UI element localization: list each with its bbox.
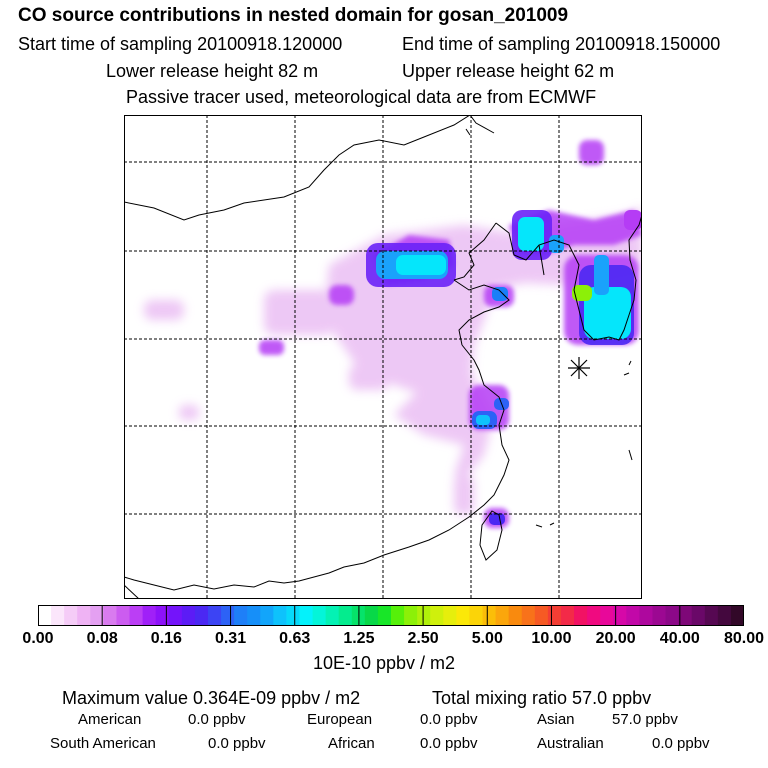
- colorbar-tick-label: 40.00: [659, 630, 700, 647]
- colorbar-tick-label: 1.25: [343, 630, 375, 647]
- colorbar-swatch: [273, 605, 287, 626]
- colorbar-swatch: [495, 605, 510, 626]
- colorbar: [38, 605, 744, 626]
- colorbar-swatch: [38, 605, 52, 626]
- colorbar-swatch: [207, 605, 222, 626]
- colorbar-swatch: [364, 605, 379, 626]
- colorbar-swatch: [652, 605, 667, 626]
- colorbar-swatch: [234, 605, 248, 626]
- colorbar-swatch: [391, 605, 405, 626]
- colorbar-swatch: [613, 605, 627, 626]
- colorbar-swatch: [325, 605, 340, 626]
- region-name-south-american: South American: [50, 735, 156, 752]
- colorbar-swatch: [469, 605, 484, 626]
- colorbar-swatch: [286, 605, 301, 626]
- map-frame: [124, 115, 642, 599]
- colorbar-swatch: [600, 605, 614, 626]
- region-name-european: European: [307, 711, 373, 728]
- colorbar-swatch: [260, 605, 274, 626]
- colorbar-swatch: [129, 605, 144, 626]
- contribution-high-cores: [366, 210, 642, 525]
- colorbar-swatch: [639, 605, 654, 626]
- colorbar-swatch: [482, 605, 497, 626]
- colorbar-swatch: [103, 605, 118, 626]
- colorbar-tick-label: 10.00: [531, 630, 572, 647]
- colorbar-swatch: [181, 605, 196, 626]
- colorbar-swatch: [547, 605, 562, 626]
- colorbar-swatch: [534, 605, 549, 626]
- coastlines: [124, 115, 642, 599]
- colorbar-swatch: [404, 605, 418, 626]
- source-contribution-map: [124, 115, 642, 599]
- colorbar-swatch: [443, 605, 457, 626]
- colorbar-swatch: [678, 605, 693, 626]
- colorbar-tick-label: 80.00: [723, 630, 765, 647]
- colorbar-swatch: [247, 605, 261, 626]
- region-value-asian: 57.0 ppbv: [612, 711, 678, 728]
- end-time-label: End time of sampling 20100918.150000: [402, 34, 721, 54]
- colorbar-swatch: [338, 605, 353, 626]
- colorbar-swatch: [377, 605, 392, 626]
- plot-title: CO source contributions in nested domain…: [18, 5, 569, 26]
- colorbar-tick-label: 0.08: [86, 630, 118, 647]
- colorbar-swatch: [574, 605, 588, 626]
- start-time-label: Start time of sampling 20100918.120000: [18, 34, 343, 54]
- colorbar-swatch: [51, 605, 65, 626]
- region-value-australian: 0.0 ppbv: [652, 735, 710, 752]
- colorbar-frame: [38, 605, 744, 626]
- colorbar-swatch: [430, 605, 444, 626]
- colorbar-swatch: [417, 605, 431, 626]
- maximum-value: Maximum value 0.364E-09 ppbv / m2: [62, 688, 361, 708]
- colorbar-swatch: [560, 605, 575, 626]
- colorbar-tick-label: 0.00: [22, 630, 54, 647]
- region-value-south-american: 0.0 ppbv: [208, 735, 266, 752]
- graticule-grid: [124, 115, 642, 599]
- upper-release-height: Upper release height 62 m: [402, 61, 615, 81]
- region-name-african: African: [328, 735, 375, 752]
- region-name-american: American: [78, 711, 142, 728]
- colorbar-swatch: [168, 605, 183, 626]
- colorbar-swatch: [299, 605, 314, 626]
- colorbar-swatch: [626, 605, 640, 626]
- tracer-note: Passive tracer used, meteorological data…: [126, 87, 597, 107]
- colorbar-units: 10E-10 ppbv / m2: [312, 653, 456, 673]
- colorbar-swatch: [116, 605, 131, 626]
- region-value-african: 0.0 ppbv: [420, 735, 478, 752]
- region-value-american: 0.0 ppbv: [188, 711, 246, 728]
- colorbar-swatch: [221, 605, 235, 626]
- colorbar-swatch: [142, 605, 157, 626]
- colorbar-swatch: [587, 605, 601, 626]
- colorbar-swatch: [704, 605, 719, 626]
- colorbar-swatch: [730, 605, 744, 626]
- colorbar-swatch: [90, 605, 104, 626]
- total-mixing-ratio: Total mixing ratio 57.0 ppbv: [432, 688, 652, 708]
- colorbar-swatch: [155, 605, 170, 626]
- colorbar-swatch: [64, 605, 78, 626]
- colorbar-swatch: [456, 605, 471, 626]
- colorbar-swatch: [691, 605, 706, 626]
- colorbar-swatch: [508, 605, 523, 626]
- lower-release-height: Lower release height 82 m: [106, 61, 319, 81]
- region-value-european: 0.0 ppbv: [420, 711, 478, 728]
- colorbar-tick-label: 5.00: [471, 630, 503, 647]
- region-name-asian: Asian: [537, 711, 575, 728]
- colorbar-tick-label: 0.16: [150, 630, 182, 647]
- colorbar-tick-label: 0.31: [214, 630, 247, 647]
- colorbar-tick-label: 20.00: [595, 630, 636, 647]
- colorbar-swatch: [717, 605, 732, 626]
- colorbar-tick-label: 2.50: [407, 630, 439, 647]
- colorbar-tick-label: 0.63: [279, 630, 311, 647]
- colorbar-swatch: [312, 605, 327, 626]
- receptor-site-marker: [568, 357, 590, 379]
- region-name-australian: Australian: [537, 735, 604, 752]
- colorbar-swatch: [194, 605, 209, 626]
- colorbar-swatch: [77, 605, 91, 626]
- colorbar-swatch: [521, 605, 536, 626]
- colorbar-swatch: [665, 605, 680, 626]
